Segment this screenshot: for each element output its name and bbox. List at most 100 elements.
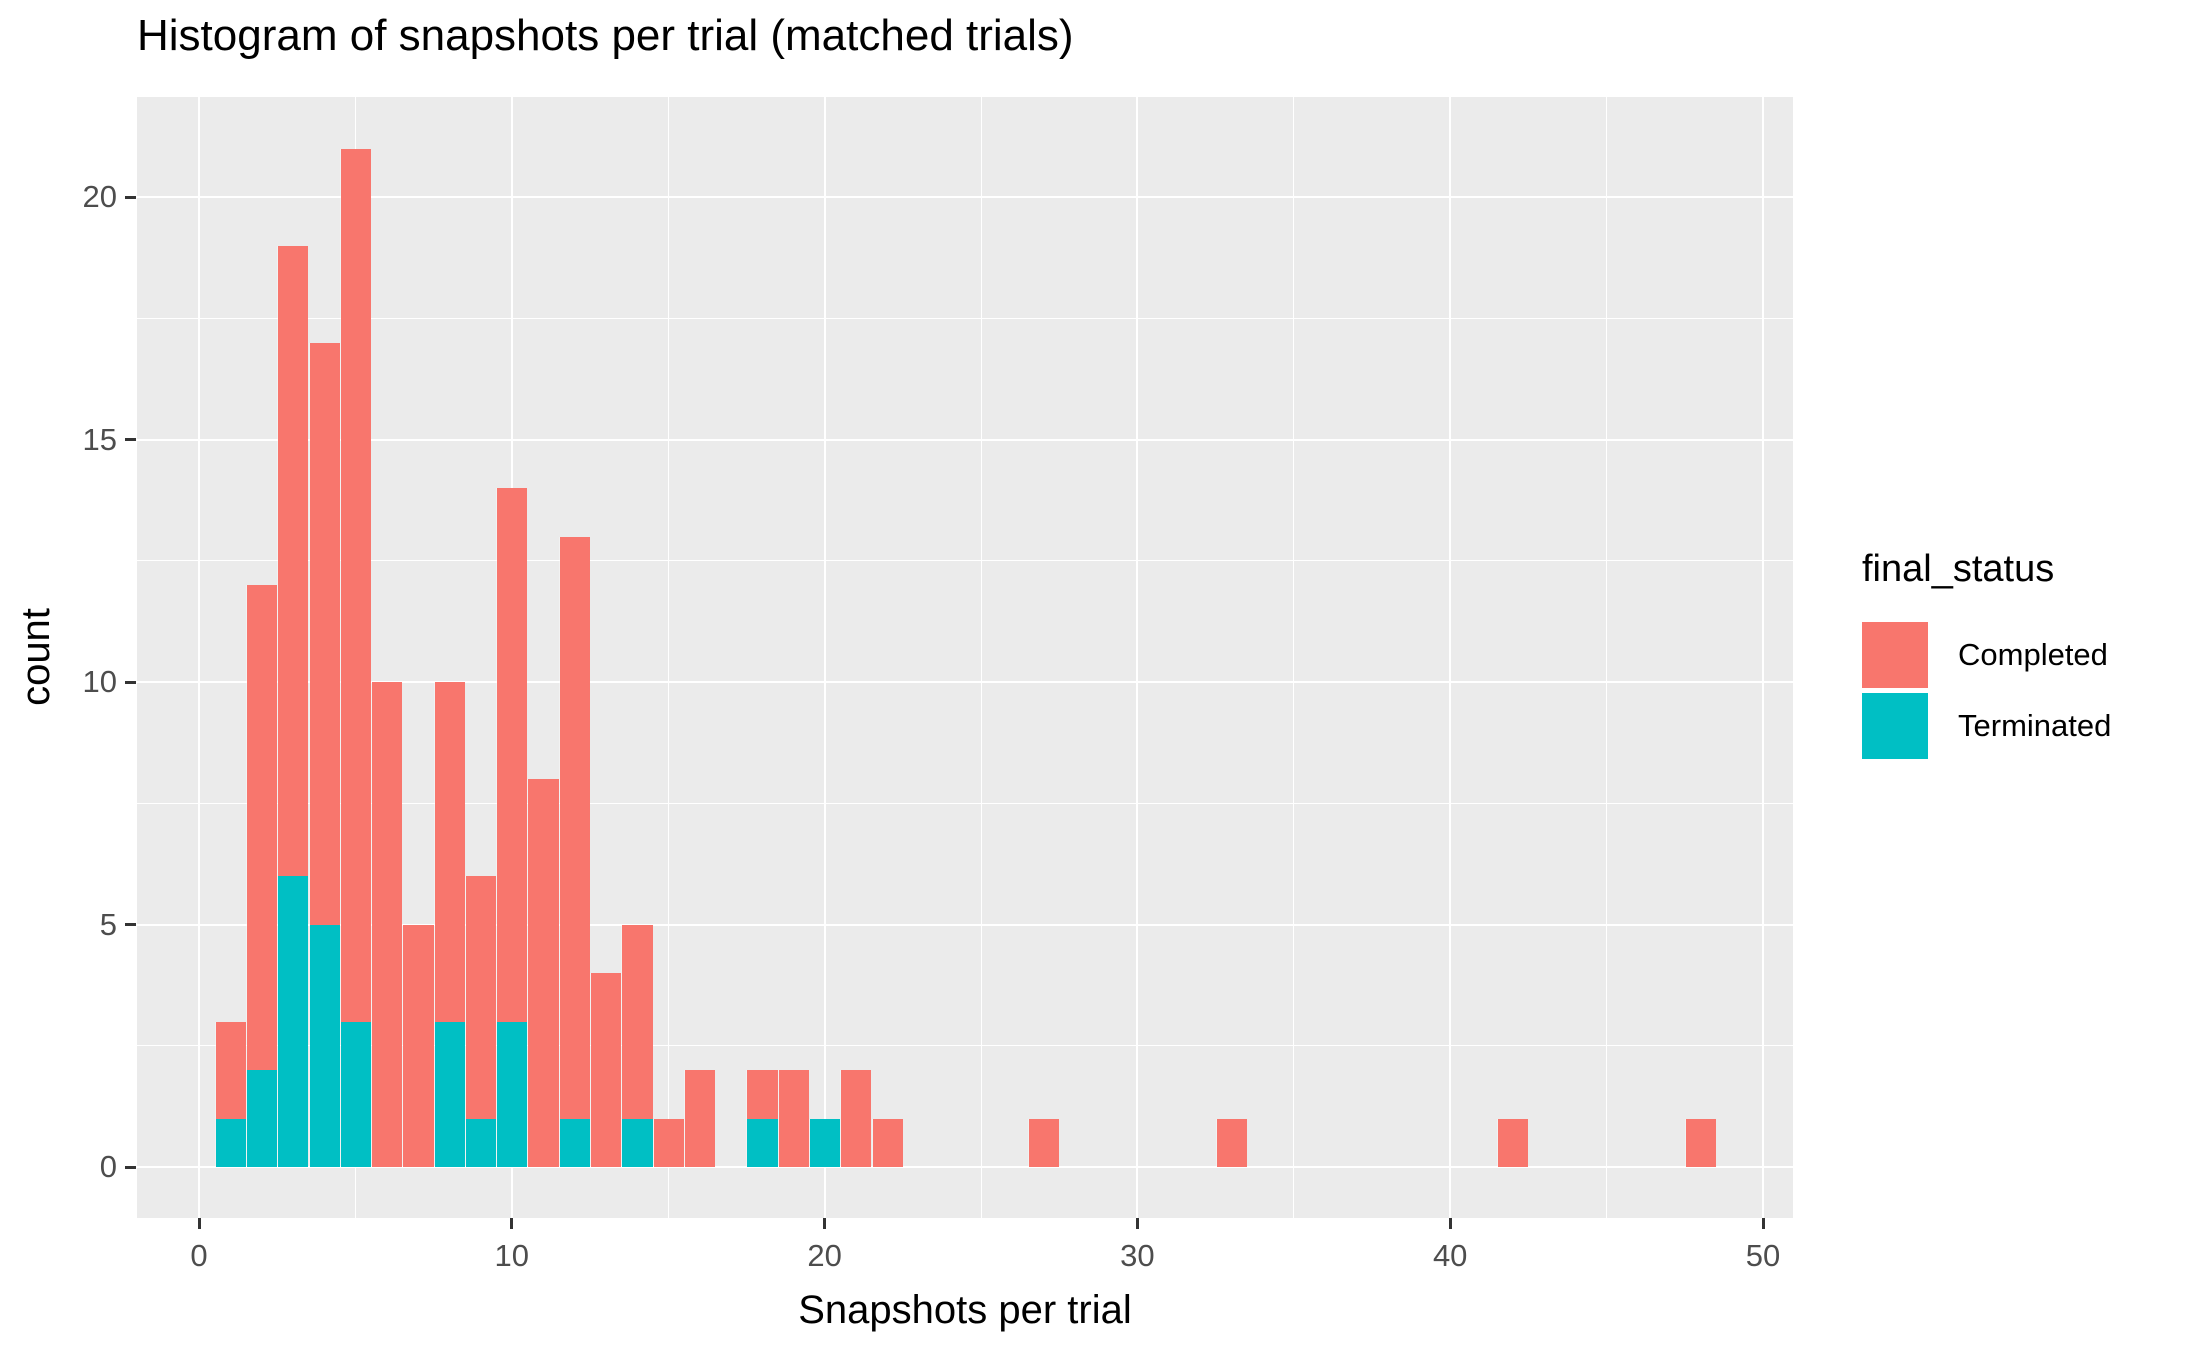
y-tick-label: 15 (82, 421, 117, 457)
legend-swatch-terminated (1862, 693, 1928, 759)
bar-column (840, 1070, 872, 1167)
bar-column (871, 1118, 903, 1167)
bar-segment-terminated (246, 1070, 278, 1167)
bar-segment-completed (872, 1118, 903, 1167)
x-tick-label: 30 (1120, 1238, 1155, 1273)
bar-segment-terminated (747, 1118, 778, 1167)
bar-column (1215, 1118, 1247, 1167)
grid-minor-y (137, 802, 1793, 804)
grid-minor-y (137, 1045, 1793, 1047)
grid-minor-y (137, 560, 1793, 562)
bar-column (433, 682, 465, 1167)
bar-segment-terminated (810, 1118, 841, 1167)
grid-minor-x (1293, 97, 1295, 1218)
bar-column (527, 779, 559, 1167)
bar-column (308, 342, 340, 1167)
bar-segment-completed (1028, 1118, 1060, 1167)
bar-column (1027, 1118, 1060, 1167)
bar-column (652, 1118, 684, 1167)
bar-column (464, 876, 497, 1167)
bar-column (621, 924, 653, 1167)
bar-segment-completed (653, 1118, 684, 1167)
bar-column (402, 924, 434, 1167)
bar-segment-completed (1685, 1118, 1717, 1167)
bar-segment-completed (841, 1070, 872, 1167)
bar-segment-terminated (465, 1118, 497, 1167)
bar-segment-completed (1216, 1118, 1247, 1167)
legend-label-terminated: Terminated (1958, 708, 2112, 743)
y-tick-label: 20 (82, 179, 117, 214)
grid-major-y (137, 681, 1793, 683)
grid-major-y (137, 923, 1793, 926)
y-tick-mark (125, 923, 136, 926)
x-tick-mark (1448, 1218, 1452, 1229)
x-tick-mark (1761, 1218, 1765, 1229)
bar-segment-completed (372, 682, 403, 1167)
bar-column (339, 148, 372, 1167)
plot-title: Histogram of snapshots per trial (matche… (137, 11, 1074, 60)
x-tick-mark (510, 1218, 514, 1229)
grid-minor-x (1606, 97, 1608, 1218)
x-tick-label: 10 (494, 1238, 530, 1273)
x-tick-mark (1135, 1218, 1139, 1229)
bar-column (1497, 1118, 1529, 1167)
y-tick-mark (125, 195, 136, 199)
x-tick-mark (823, 1218, 827, 1229)
bar-segment-completed (591, 973, 622, 1167)
bar-column (746, 1070, 778, 1167)
plot-panel (137, 97, 1793, 1218)
bar-segment-terminated (622, 1118, 653, 1167)
grid-minor-y (137, 317, 1793, 319)
bar-segment-completed (528, 779, 559, 1167)
bar-column (1684, 1118, 1717, 1167)
y-tick-label: 0 (99, 1149, 117, 1184)
y-tick-label: 5 (99, 906, 117, 942)
bar-segment-completed (465, 876, 497, 1119)
legend-swatch-completed (1862, 622, 1928, 688)
bar-column (558, 536, 590, 1167)
grid-major-y (137, 1166, 1793, 1168)
grid-major-x (1449, 97, 1452, 1218)
bar-segment-completed (684, 1070, 716, 1167)
bar-segment-completed (215, 1021, 246, 1119)
x-tick-label: 20 (807, 1238, 842, 1273)
bar-segment-completed (278, 245, 309, 876)
grid-major-x (1762, 97, 1764, 1218)
x-tick-label: 0 (190, 1238, 208, 1273)
y-axis-title: count (14, 608, 58, 706)
x-axis-title: Snapshots per trial (798, 1288, 1132, 1332)
bar-segment-completed (340, 148, 372, 1022)
bar-segment-completed (434, 682, 465, 1022)
bar-segment-completed (246, 585, 278, 1070)
y-tick-mark (125, 438, 136, 441)
x-tick-mark (197, 1218, 201, 1229)
grid-major-y (137, 196, 1793, 198)
y-tick-mark (125, 680, 136, 684)
bar-segment-terminated (434, 1021, 465, 1167)
legend: final_status Completed Terminated (1862, 548, 2182, 778)
bar-segment-terminated (309, 924, 340, 1167)
grid-major-x (823, 97, 826, 1218)
bar-segment-terminated (215, 1118, 246, 1167)
bar-segment-terminated (497, 1021, 528, 1167)
x-tick-label: 50 (1745, 1238, 1781, 1273)
bar-segment-terminated (278, 876, 309, 1167)
bar-segment-completed (559, 536, 590, 1119)
grid-major-x (198, 97, 200, 1218)
grid-minor-x (667, 97, 669, 1218)
legend-label-completed: Completed (1958, 637, 2108, 672)
bar-segment-completed (497, 488, 528, 1022)
bar-column (496, 488, 528, 1167)
bar-column (809, 1118, 841, 1167)
bar-segment-completed (747, 1070, 778, 1119)
bar-segment-completed (403, 924, 434, 1167)
bar-column (590, 973, 622, 1167)
x-tick-label: 40 (1432, 1238, 1468, 1273)
bar-segment-terminated (340, 1021, 372, 1167)
bar-segment-completed (309, 342, 340, 925)
y-tick-label: 10 (82, 664, 117, 699)
bar-column (214, 1021, 246, 1167)
bar-segment-completed (622, 924, 653, 1119)
bar-column (277, 245, 309, 1167)
